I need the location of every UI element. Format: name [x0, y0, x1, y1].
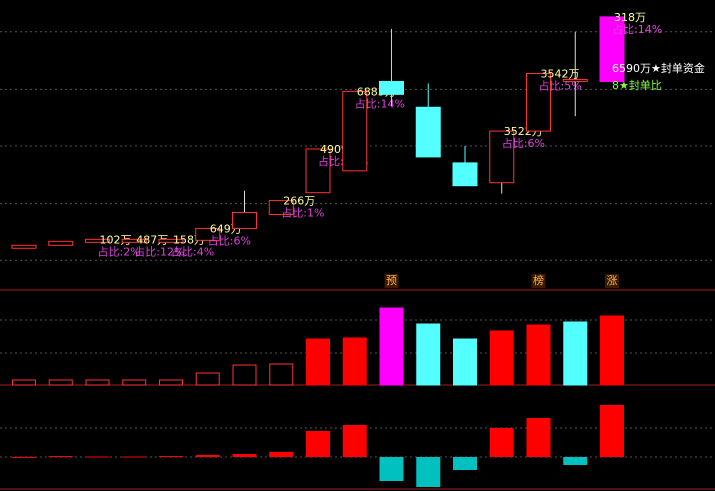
- macd-bar: [306, 431, 330, 457]
- marker-label: 涨: [607, 274, 618, 287]
- macd-bar: [195, 455, 220, 457]
- macd-bar: [526, 418, 551, 457]
- ratio-label: 占比:5%: [539, 79, 582, 93]
- volume-bar: [306, 338, 330, 386]
- candle-body: [526, 73, 551, 132]
- macd-bar: [269, 452, 294, 457]
- amount-label: 318万: [614, 11, 646, 24]
- volume-bar: [195, 372, 220, 386]
- ratio-label: 占比:6%: [208, 233, 251, 247]
- candle-body: [305, 148, 331, 194]
- volume-bar: [489, 330, 514, 386]
- candle-body: [85, 238, 110, 243]
- candle-body: [562, 78, 588, 82]
- candle-body: [268, 200, 294, 216]
- candle-body: [195, 227, 221, 241]
- marker-label: 预: [386, 274, 397, 287]
- marker-box: [531, 274, 546, 288]
- ratio-label: 占比:12%: [134, 244, 184, 258]
- seal-ratio: 8★封单比: [612, 78, 662, 92]
- amount-label: 266万: [283, 195, 315, 208]
- macd-bar: [12, 457, 36, 458]
- marker-box: [384, 274, 399, 288]
- volume-bar: [600, 315, 624, 386]
- ratio-label: 占比:14%: [612, 22, 662, 36]
- candle-body: [48, 240, 74, 246]
- volume-bar: [526, 324, 551, 386]
- amount-label: 3542万: [541, 68, 580, 81]
- candle-body: [379, 80, 404, 95]
- volume-bar: [342, 337, 367, 386]
- volume-bar: [159, 379, 183, 386]
- ratio-label: 占比:2%: [98, 244, 141, 258]
- macd-bar: [232, 454, 257, 457]
- volume-bar: [416, 323, 441, 386]
- ratio-label: 占比:1%: [281, 206, 324, 220]
- volume-bar: [269, 363, 294, 386]
- macd-bar: [85, 456, 110, 458]
- volume-bar: [85, 379, 110, 386]
- amount-label: 102万: [100, 233, 132, 246]
- macd-bar: [489, 428, 514, 457]
- candle-body: [158, 238, 184, 243]
- marker-label: 榜: [533, 273, 544, 287]
- candle-body: [121, 238, 147, 243]
- volume-bar: [563, 321, 588, 386]
- candle-body: [342, 90, 368, 172]
- volume-bar: [48, 379, 73, 386]
- ratio-label: 占比:4%: [171, 244, 214, 258]
- ratio-label: 占比:6%: [502, 136, 545, 150]
- volume-bar: [122, 379, 147, 386]
- macd-bar: [379, 457, 404, 481]
- marker-box: [605, 274, 619, 288]
- volume-bar: [232, 364, 257, 386]
- candle-body: [489, 130, 515, 184]
- macd-bar: [159, 456, 183, 457]
- macd-bar: [48, 456, 73, 457]
- macd-bar: [416, 457, 441, 487]
- candle-body: [452, 162, 478, 187]
- macd-bar: [563, 457, 588, 465]
- volume-bar: [12, 379, 36, 386]
- ratio-label: 占比:14%: [355, 96, 405, 110]
- macd-bar: [453, 457, 477, 470]
- candle-body: [11, 244, 37, 249]
- seal-amount: 6590万★封单资金: [612, 61, 705, 75]
- amount-label: 487万: [136, 233, 168, 246]
- macd-bar: [600, 405, 624, 457]
- candle-body: [599, 16, 625, 82]
- macd-bar: [342, 425, 367, 457]
- volume-bar: [453, 338, 477, 386]
- volume-bar: [379, 307, 404, 386]
- candle-body: [232, 212, 257, 229]
- candle-body: [415, 106, 441, 158]
- macd-bar: [122, 456, 147, 458]
